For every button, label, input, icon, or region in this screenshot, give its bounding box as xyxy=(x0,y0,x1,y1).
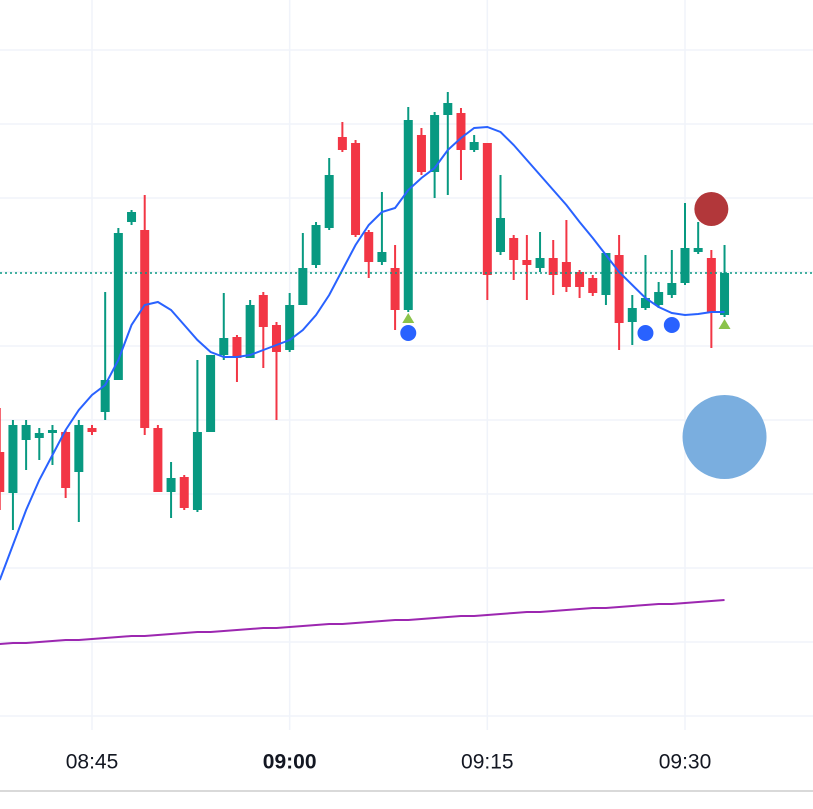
signal-circle xyxy=(682,395,767,479)
candle-body xyxy=(443,103,453,115)
candle-body xyxy=(21,425,31,440)
moving-average-line xyxy=(0,599,725,645)
candle-body xyxy=(561,262,571,287)
candle-body xyxy=(47,430,57,433)
candle-body xyxy=(206,355,216,432)
candle-body xyxy=(416,135,426,172)
candle-body xyxy=(535,258,545,268)
candle-body xyxy=(179,477,189,508)
candle-body xyxy=(588,278,598,293)
candle-body xyxy=(0,452,5,492)
signal-circle xyxy=(637,325,654,341)
candle-body xyxy=(680,248,690,283)
candle-body xyxy=(324,175,334,228)
candle-body xyxy=(469,142,479,150)
candle-body xyxy=(640,298,650,308)
signal-triangle xyxy=(402,313,415,323)
candle-body xyxy=(192,432,202,510)
candle-body xyxy=(456,113,466,150)
candle-body xyxy=(127,212,137,222)
candle-body xyxy=(271,325,281,352)
signal-circle xyxy=(400,325,417,341)
candle-body xyxy=(311,225,321,265)
candle-body xyxy=(430,115,440,172)
candle-body xyxy=(720,273,730,315)
candle-body xyxy=(74,425,84,472)
candle-body xyxy=(285,305,295,350)
x-tick-label: 09:00 xyxy=(263,751,317,774)
candle-body xyxy=(390,268,400,310)
candle-body xyxy=(614,255,624,323)
candle-body xyxy=(575,272,585,287)
x-tick-label: 09:15 xyxy=(461,751,514,774)
candle-body xyxy=(654,292,664,305)
candle-body xyxy=(8,425,18,493)
candle-body xyxy=(403,120,413,310)
candle-body xyxy=(522,260,532,265)
x-tick-label: 09:30 xyxy=(659,751,712,774)
candle-body xyxy=(496,218,506,252)
candle-body xyxy=(245,305,255,358)
candle-body xyxy=(364,232,374,262)
candle-body xyxy=(627,308,637,322)
signal-circle xyxy=(694,192,729,226)
candle-body xyxy=(601,253,611,295)
candle-body xyxy=(377,252,387,262)
candle-body xyxy=(61,432,71,488)
candle-body xyxy=(509,238,519,260)
candle-body xyxy=(140,230,150,428)
candle-body xyxy=(351,143,361,235)
candle-body xyxy=(87,428,97,432)
candle-body xyxy=(706,258,716,313)
candle-body xyxy=(337,137,347,150)
moving-average-line xyxy=(0,125,725,581)
candle-body xyxy=(298,268,308,305)
candle-body xyxy=(258,295,268,327)
signal-circle xyxy=(663,317,680,333)
candle-body xyxy=(166,478,176,492)
signal-triangle xyxy=(718,319,731,329)
candle-body xyxy=(232,337,242,358)
candle-body xyxy=(667,283,677,295)
x-tick-label: 08:45 xyxy=(66,751,119,774)
candle-body xyxy=(693,248,703,252)
candle-body xyxy=(113,233,123,380)
candle-body xyxy=(548,258,558,275)
candle-body xyxy=(219,338,229,355)
candle-body xyxy=(34,433,44,438)
candle-body xyxy=(482,143,492,275)
candle-body xyxy=(153,428,163,492)
candle-body xyxy=(100,380,110,412)
